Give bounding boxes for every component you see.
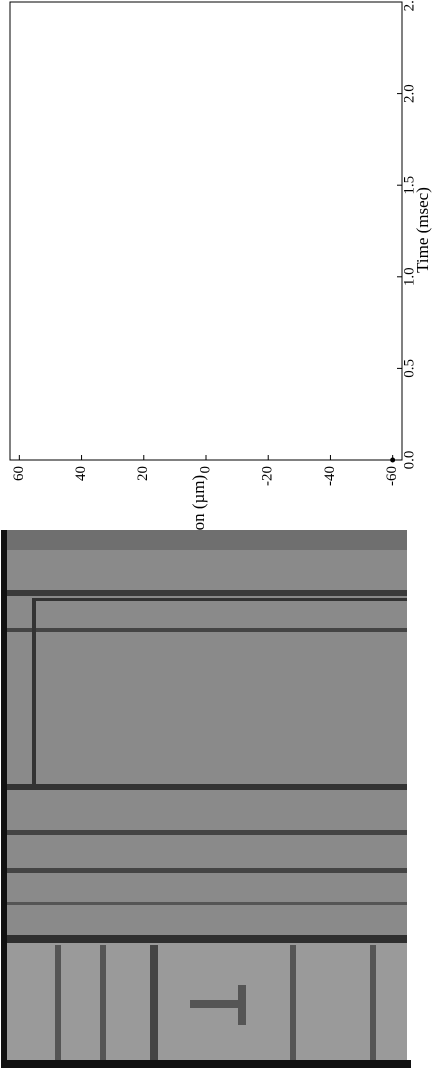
y-tick-label: -40 <box>322 466 338 486</box>
x-tick-label: 1.5 <box>401 176 417 195</box>
y-tick-label: -20 <box>260 466 276 486</box>
x-tick-label: 2.0 <box>401 84 417 103</box>
plot-frame <box>9 1 403 461</box>
y-tick-label: 40 <box>73 466 89 481</box>
y-tick-label: 0 <box>197 466 213 474</box>
point <box>390 457 396 463</box>
x-tick-label: 0.0 <box>401 451 417 470</box>
x-tick-label: 1.0 <box>401 267 417 286</box>
x-tick-label: 2.5 <box>401 0 417 11</box>
x-axis-title: Time (msec) <box>413 187 432 273</box>
micrograph <box>1 530 411 1068</box>
x-tick-label: 0.5 <box>401 359 417 378</box>
y-tick-label: 60 <box>11 466 27 481</box>
y-tick-label: -60 <box>384 466 400 486</box>
y-tick-label: 20 <box>135 466 151 481</box>
